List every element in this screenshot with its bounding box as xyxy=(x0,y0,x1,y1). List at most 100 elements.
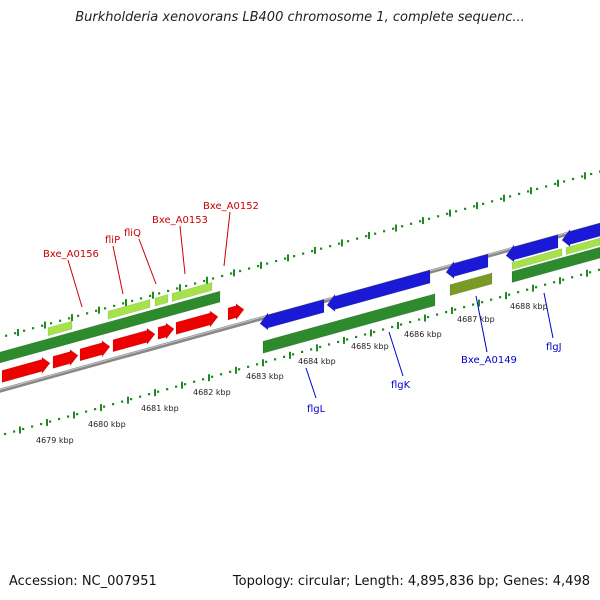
track-dot xyxy=(329,245,332,248)
track-dot xyxy=(14,332,17,335)
track-dot xyxy=(248,267,251,270)
track-dot xyxy=(239,269,242,273)
track-dot xyxy=(544,283,547,286)
track-dot xyxy=(13,430,16,433)
scale-labels: 4679 kbp 4680 kbp 4681 kbp 4682 kbp 4683 kbp… xyxy=(36,302,548,445)
forward-cds-segment xyxy=(0,290,221,364)
leader-line xyxy=(67,259,83,308)
track-dot xyxy=(535,286,538,289)
feature-tracks xyxy=(0,222,600,383)
track-dot xyxy=(203,279,206,283)
track-dot xyxy=(419,220,422,223)
track-dot xyxy=(337,340,340,344)
track-dot xyxy=(589,271,592,274)
upper-dotted-track xyxy=(5,170,600,337)
track-dot xyxy=(500,197,503,200)
forward-highlight-segment xyxy=(107,299,151,320)
track-dot xyxy=(149,294,152,298)
track-dot xyxy=(455,210,458,213)
reverse-gene-arrow xyxy=(561,222,600,248)
track-dot xyxy=(230,272,233,275)
track-dot xyxy=(194,282,197,285)
track-dot xyxy=(112,403,115,406)
reverse-gene-arrow xyxy=(259,299,325,331)
gene-label-reverse: Bxe_A0149 xyxy=(461,355,517,366)
upper-tick-marks xyxy=(17,172,586,337)
track-dot xyxy=(158,292,161,295)
track-dot xyxy=(526,288,529,291)
track-dot xyxy=(41,324,44,327)
track-dot xyxy=(436,313,439,316)
track-dot xyxy=(491,200,494,203)
track-dot xyxy=(347,240,350,243)
track-dot xyxy=(202,378,205,381)
leader-line xyxy=(305,367,317,399)
scale-label: 4681 kbp xyxy=(141,404,179,413)
track-dot xyxy=(536,187,539,191)
lower-dotted-track xyxy=(4,268,600,436)
track-dot xyxy=(67,415,70,418)
track-dot xyxy=(104,307,107,310)
leader-line xyxy=(179,225,186,275)
scale-label: 4687 kbp xyxy=(457,315,495,324)
track-dot xyxy=(122,302,125,305)
track-dot xyxy=(572,177,575,181)
track-dot xyxy=(22,427,25,431)
track-dot xyxy=(418,318,421,321)
leader-line xyxy=(543,292,554,339)
track-dot xyxy=(364,333,367,336)
track-dot xyxy=(121,400,124,403)
track-dot xyxy=(157,390,160,393)
genome-summary-text: Topology: circular; Length: 4,895,836 bp… xyxy=(232,574,590,589)
gene-label-forward: Bxe_A0153 xyxy=(152,215,208,226)
track-dot xyxy=(473,205,476,208)
scale-label: 4685 kbp xyxy=(351,342,389,351)
track-dot xyxy=(319,345,322,349)
track-dot xyxy=(275,259,278,263)
reverse-cds-segment xyxy=(511,246,600,283)
track-dot xyxy=(113,304,116,307)
track-dot xyxy=(446,212,449,215)
track-dot xyxy=(409,320,412,324)
forward-gene-arrow xyxy=(157,322,175,340)
track-dot xyxy=(292,353,295,356)
forward-gene-arrow xyxy=(1,356,51,383)
track-dot xyxy=(58,417,61,421)
track-dot xyxy=(76,412,79,416)
track-dot xyxy=(356,237,359,240)
forward-highlight-segment xyxy=(154,294,169,307)
track-dot xyxy=(247,365,250,368)
track-dot xyxy=(571,276,574,279)
track-dot xyxy=(31,425,34,428)
track-dot xyxy=(265,360,268,363)
track-dot xyxy=(220,373,223,376)
track-dot xyxy=(346,338,349,341)
track-dot xyxy=(185,284,188,288)
track-dot xyxy=(77,314,80,317)
track-dot xyxy=(49,420,52,423)
leader-line xyxy=(112,245,124,295)
gene-label-reverse: flgJ xyxy=(546,342,562,353)
track-dot xyxy=(302,252,305,255)
scale-label: 4682 kbp xyxy=(193,388,231,397)
track-dot xyxy=(310,348,313,351)
forward-highlight-segment xyxy=(47,320,73,337)
track-dot xyxy=(490,298,493,301)
forward-gene-arrow xyxy=(227,303,245,321)
track-dot xyxy=(193,380,196,383)
track-dot xyxy=(311,250,314,253)
track-dot xyxy=(464,207,467,210)
gene-labels: Bxe_A0156 fliP fliQ Bxe_A0153 Bxe_A0152 flgL f… xyxy=(43,201,562,415)
track-dot xyxy=(221,274,224,278)
leader-line xyxy=(138,238,157,285)
track-dot xyxy=(499,296,502,299)
track-dot xyxy=(482,202,485,205)
track-dot xyxy=(481,301,484,304)
track-dot xyxy=(257,264,260,268)
reverse-highlight-segment xyxy=(511,248,563,270)
track-dot xyxy=(401,225,404,228)
scale-label: 4680 kbp xyxy=(88,420,126,429)
track-dot xyxy=(5,334,8,337)
track-dot xyxy=(229,370,232,373)
